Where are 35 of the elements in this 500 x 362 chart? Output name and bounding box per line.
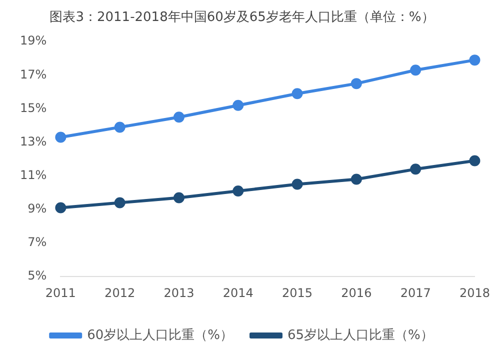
x-tick-label: 2015 (282, 286, 313, 300)
x-tick-label: 2017 (400, 286, 431, 300)
point (232, 185, 244, 196)
point (469, 155, 480, 166)
y-tick-label: 15% (20, 100, 47, 115)
point (350, 78, 362, 90)
x-tick-label: 2012 (104, 286, 136, 300)
y-tick-label: 9% (28, 202, 47, 216)
x-tick-label: 2011 (45, 286, 76, 300)
y-tick-label: 17% (20, 67, 47, 82)
legend-label: 60岁以上人口比重（%） (87, 328, 234, 343)
point (114, 197, 126, 208)
point (232, 100, 244, 111)
x-tick-label: 2013 (164, 286, 194, 300)
point (114, 122, 126, 133)
x-tick-label: 2016 (341, 286, 372, 300)
y-tick-label: 19% (20, 34, 47, 48)
y-tick-label: 11% (20, 168, 47, 182)
chart-title: 图表3：2011-2018年中国60岁及65岁老年人口比重（单位：%） (50, 10, 434, 26)
x-tick-label: 2018 (459, 286, 490, 300)
point (292, 178, 303, 190)
legend-label: 65岁以上人口比重（%） (288, 328, 434, 343)
point (350, 174, 362, 185)
point (410, 164, 422, 175)
point (55, 132, 66, 143)
y-tick-label: 7% (28, 235, 47, 250)
y-tick-label: 5% (28, 268, 47, 283)
x-tick-label: 2014 (222, 286, 254, 300)
point (469, 54, 480, 66)
point (292, 88, 303, 100)
point (173, 192, 184, 204)
point (173, 112, 184, 123)
point (55, 202, 66, 214)
point (410, 64, 422, 76)
y-tick-label: 13% (20, 134, 47, 148)
